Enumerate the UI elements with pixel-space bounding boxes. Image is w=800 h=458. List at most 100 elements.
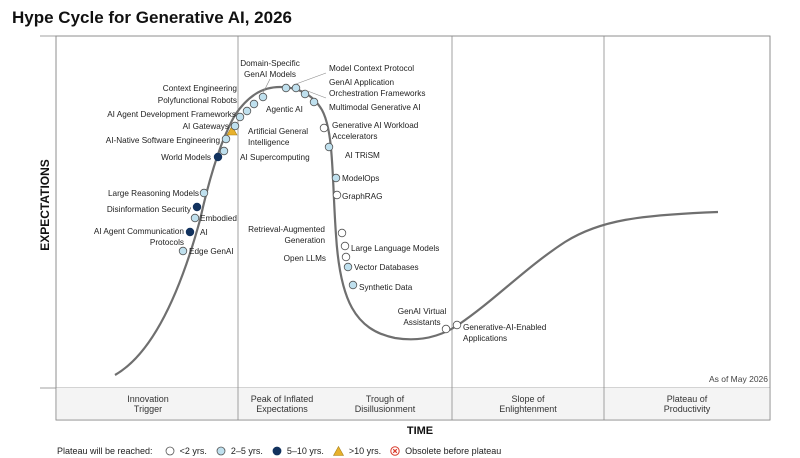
marker-circle xyxy=(331,173,341,183)
marker-triangle xyxy=(226,125,238,136)
marker-circle xyxy=(242,106,252,116)
tech-label: Retrieval-Augmented xyxy=(248,225,325,234)
tech-label: Edge GenAI xyxy=(189,247,234,256)
chart-border-overlay xyxy=(55,35,771,421)
marker-circle xyxy=(324,142,334,152)
marker-circle xyxy=(213,152,223,162)
tech-label: Generation xyxy=(284,236,325,245)
marker-circle xyxy=(185,227,195,237)
tech-label: Generative-AI-Enabled xyxy=(463,323,547,332)
tech-edge-genai[interactable]: Edge GenAI xyxy=(178,246,234,256)
legend-item-2to5: 2–5 yrs. xyxy=(216,446,263,456)
tech-artificial-general-intelligence[interactable]: Artificial General Intelligence xyxy=(226,125,308,147)
technology-markers: Edge GenAI AI Agent Communication Protocol… xyxy=(94,59,547,343)
tech-label: GenAI Application xyxy=(329,78,395,87)
phase-label-innovation: Innovation xyxy=(127,394,169,404)
plot-frame xyxy=(40,35,771,421)
tech-label: Generative AI Workload xyxy=(332,121,419,130)
marker-circle xyxy=(258,92,268,102)
phase-label-peak: Peak of Inflated xyxy=(251,394,314,404)
phase-label-peak: Expectations xyxy=(256,404,308,414)
tech-multimodal-generative-ai[interactable]: Multimodal Generative AI xyxy=(309,97,420,112)
tech-label: Accelerators xyxy=(332,132,378,141)
tech-label: Vector Databases xyxy=(354,263,419,272)
axes: EXPECTATIONS TIME As of May 2026 xyxy=(38,159,768,437)
tech-label: Disinformation Security xyxy=(107,205,192,214)
legend-title: Plateau will be reached: xyxy=(57,446,153,456)
tech-disinformation-security[interactable]: Disinformation Security xyxy=(107,202,202,214)
tech-label: Model Context Protocol xyxy=(329,64,414,73)
legend-label: >10 yrs. xyxy=(348,446,382,456)
tech-label: Large Language Models xyxy=(351,244,439,253)
marker-circle xyxy=(332,190,342,200)
tech-agentic-ai[interactable]: Agentic AI xyxy=(266,83,303,114)
legend-item-obsolete: Obsolete before plateau xyxy=(390,446,501,456)
tech-context-engineering[interactable]: Context Engineering xyxy=(163,84,259,109)
chart-title: Hype Cycle for Generative AI, 2026 xyxy=(12,8,293,27)
tech-label: GenAI Virtual xyxy=(398,307,447,316)
tech-domain-specific-genai-models[interactable]: Domain-Specific GenAI Models xyxy=(240,59,300,102)
tech-ai-gateways[interactable]: AI Gateways xyxy=(183,121,240,131)
tech-label: AI Agent Communication xyxy=(94,227,185,236)
tech-open-llms[interactable]: Open LLMs xyxy=(284,252,351,263)
tech-ai-native-software-engineering[interactable]: AI-Native Software Engineering xyxy=(106,134,231,145)
tech-label: Intelligence xyxy=(248,138,290,147)
legend-item-lt2: <2 yrs. xyxy=(165,446,207,456)
tech-label: Large Reasoning Models xyxy=(108,189,199,198)
leader-line xyxy=(304,89,327,99)
marker-circle xyxy=(341,252,351,262)
tech-modelops[interactable]: ModelOps xyxy=(331,173,379,183)
marker-circle xyxy=(343,262,353,272)
tech-label: Applications xyxy=(463,334,507,343)
leader-line xyxy=(295,72,327,85)
tech-embodied-ai[interactable]: Embodied AI xyxy=(190,213,237,237)
y-axis-label: EXPECTATIONS xyxy=(38,159,52,251)
tech-generative-ai-workload-accelerators[interactable]: Generative AI Workload Accelerators xyxy=(319,121,419,141)
tech-large-language-models[interactable]: Large Language Models xyxy=(340,241,439,253)
circle-navy-icon xyxy=(272,446,282,456)
tech-label: Context Engineering xyxy=(163,84,238,93)
phase-label-innovation: Trigger xyxy=(134,404,162,414)
phase-label-plateau: Productivity xyxy=(664,404,711,414)
tech-synthetic-data[interactable]: Synthetic Data xyxy=(348,280,413,292)
tech-label: Assistants xyxy=(403,318,440,327)
tech-label: Synthetic Data xyxy=(359,283,413,292)
marker-circle xyxy=(340,241,350,251)
tech-label: AI xyxy=(200,228,208,237)
tech-ai-trism[interactable]: AI TRiSM xyxy=(324,142,380,160)
tech-vector-databases[interactable]: Vector Databases xyxy=(343,262,419,272)
tech-graphrag[interactable]: GraphRAG xyxy=(332,190,383,201)
tech-label: Orchestration Frameworks xyxy=(329,89,425,98)
tech-genai-application-orchestration-frameworks[interactable]: GenAI Application Orchestration Framework… xyxy=(300,78,425,99)
tech-label: Protocols xyxy=(150,238,184,247)
tech-polyfunctional-robots[interactable]: Polyfunctional Robots xyxy=(158,96,252,116)
marker-circle xyxy=(281,83,291,93)
marker-circle xyxy=(348,280,358,290)
triangle-yellow-icon xyxy=(332,446,344,456)
tech-large-reasoning-models[interactable]: Large Reasoning Models xyxy=(108,188,209,198)
tech-retrieval-augmented-generation[interactable]: Retrieval-Augmented Generation xyxy=(248,225,347,245)
tech-generative-ai-enabled-applications[interactable]: Generative-AI-Enabled Applications xyxy=(452,320,547,343)
tech-label: AI Gateways xyxy=(183,122,229,131)
marker-circle xyxy=(291,83,301,93)
tech-label: Domain-Specific xyxy=(240,59,300,68)
marker-circle xyxy=(178,246,188,256)
marker-circle xyxy=(199,188,209,198)
tech-ai-supercomputing[interactable]: AI Supercomputing xyxy=(219,146,310,162)
tech-ai-agent-development-frameworks[interactable]: AI Agent Development Frameworks xyxy=(107,110,245,122)
marker-circle xyxy=(235,112,245,122)
tech-ai-agent-communication-protocols[interactable]: AI Agent Communication Protocols xyxy=(94,227,195,247)
tech-label: AI-Native Software Engineering xyxy=(106,136,221,145)
marker-circle xyxy=(337,228,347,238)
marker-circle xyxy=(309,97,319,107)
tech-label: GenAI Models xyxy=(244,70,296,79)
tech-genai-virtual-assistants[interactable]: GenAI Virtual Assistants xyxy=(398,307,451,334)
tech-model-context-protocol[interactable]: Model Context Protocol xyxy=(291,64,414,93)
phase-label-trough: Disillusionment xyxy=(355,404,416,414)
phase-label-trough: Trough of xyxy=(366,394,405,404)
tech-world-models[interactable]: World Models xyxy=(161,152,223,162)
phase-label-slope: Slope of xyxy=(511,394,545,404)
tech-label: Embodied xyxy=(200,214,237,223)
tech-label: GraphRAG xyxy=(342,192,383,201)
